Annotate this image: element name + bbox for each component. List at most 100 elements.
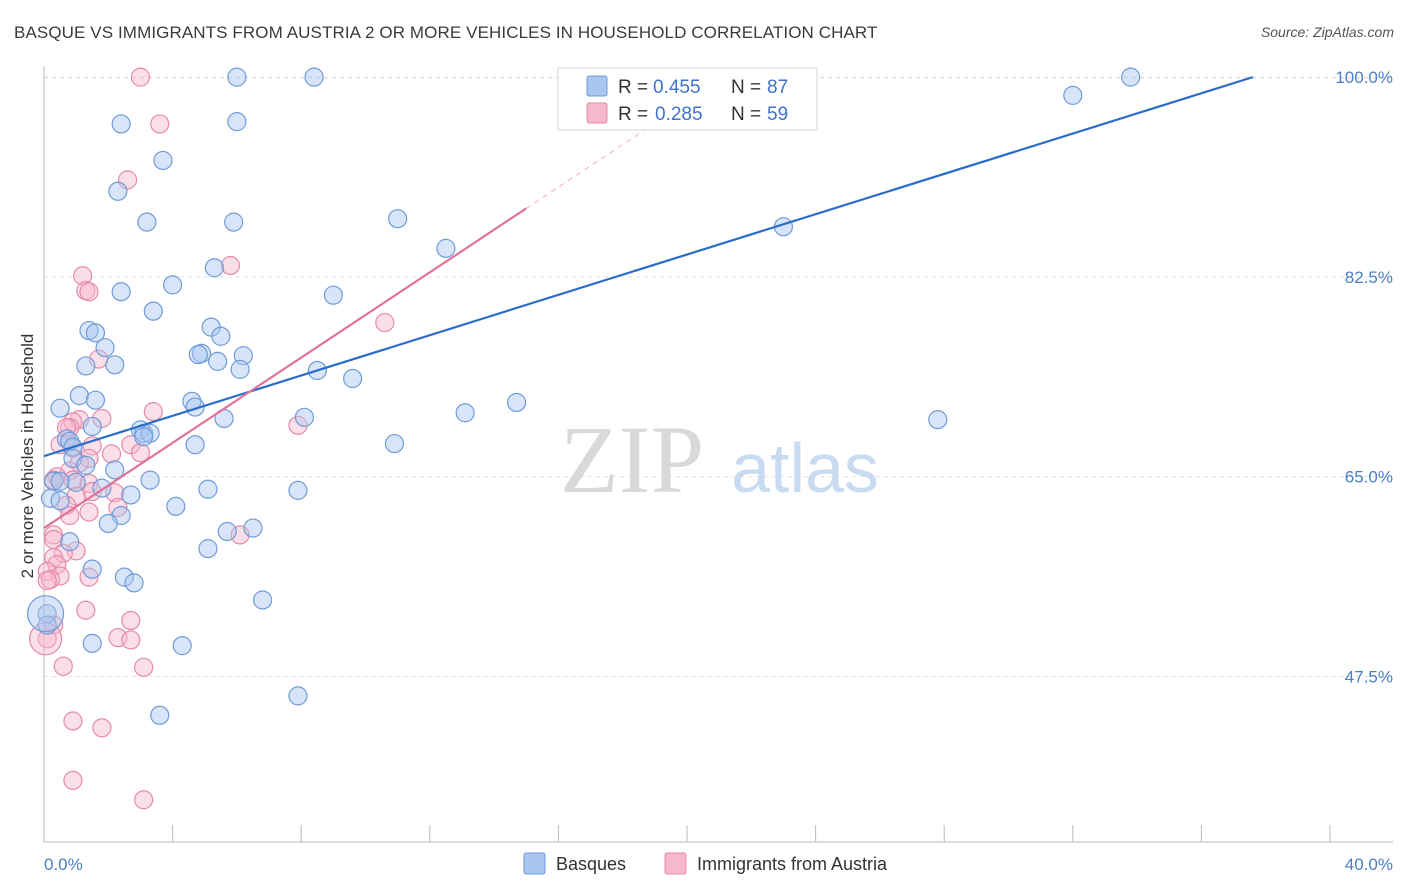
basques-point-69 [243,518,263,538]
gridlines [44,76,1393,677]
austria-point-56 [63,711,83,731]
basques-point-large [27,595,65,633]
basques-point-72 [198,539,218,559]
basques-point-39 [455,403,475,423]
austria-point-57 [92,718,112,738]
legend-n-value-austria: 59 [767,104,788,125]
legend-r-label-basques: R = [618,77,648,98]
trend-line-basques [43,76,1254,458]
basques-point-78 [82,633,102,653]
austria-point-9 [143,402,163,422]
basques-point-21 [85,323,106,343]
basques-point-75 [124,573,144,593]
basques-point-29 [105,355,125,375]
watermark-zip: ZIP [560,406,704,513]
legend-top: R = 0.455 N = 87 R = 0.285 N = 59 [557,67,818,131]
bottom-legend-swatch-austria [664,852,687,875]
austria-point-34 [79,502,99,522]
basques-point-16 [111,282,131,302]
basques-point-22 [211,326,231,346]
austria-point-7 [375,312,395,333]
basques-point-81 [150,705,170,725]
basques-point-33 [69,386,89,406]
austria-point-35 [60,505,80,526]
basques-point-34 [85,390,106,410]
bottom-legend-basques: Basques [556,854,626,874]
basques-point-56 [140,470,160,490]
basques-point-61 [198,479,218,499]
basques-point-80 [37,615,57,635]
basques-point-10 [224,212,244,232]
legend-n-label-basques: N = [731,77,761,98]
bottom-legend-austria: Immigrants from Austria [697,854,888,874]
austria-point-3 [220,255,241,276]
legend-bottom: Basques Immigrants from Austria [523,852,888,875]
basques-point-17 [323,285,343,305]
austria-point-20 [101,444,122,464]
basques-point-5 [111,114,131,134]
x-tick-label-max: 40.0% [1345,855,1393,874]
y-tick-label-0: 47.5% [1345,667,1393,686]
austria-point-1 [150,114,170,134]
basques-point-71 [60,532,80,552]
series-austria-points [29,67,395,810]
basques-point-79 [172,636,192,656]
austria-point-55 [134,657,154,677]
austria-point-59 [134,790,154,810]
x-tick-label-min: 0.0% [44,855,83,874]
austria-point-52 [121,630,141,650]
austria-point-49 [121,610,141,631]
basques-point-68 [98,513,118,534]
austria-point-14 [288,415,308,435]
legend-r-label-austria: R = [618,104,648,125]
basques-point-6 [227,112,247,132]
basques-point-27 [208,351,228,371]
basques-point-65 [50,491,70,511]
basques-point-36 [507,392,527,413]
austria-point-10 [92,408,112,429]
y-tick-label-1: 65.0% [1345,468,1393,487]
basques-point-63 [121,485,141,505]
bottom-legend-swatch-basques [523,852,546,875]
basques-point-4 [1063,85,1083,105]
basques-point-50 [384,433,405,454]
basques-point-55 [105,460,125,480]
austria-point-54 [53,656,73,676]
trend-line-austria [43,207,527,529]
legend-swatch-basques [586,75,608,97]
austria-point-37 [44,525,64,545]
basques-point-74 [114,567,134,587]
legend-n-value-basques: 87 [767,77,788,98]
basques-point-1 [304,67,324,87]
basques-point-66 [166,496,186,516]
austria-point-58 [63,770,83,790]
basques-point-82 [288,686,308,706]
legend-n-label-austria: N = [731,104,761,125]
basques-point-59 [50,471,70,491]
series-basques-points [27,67,1141,725]
basques-point-38 [50,398,70,418]
chart-source: Source: ZipAtlas.com [1260,24,1394,40]
austria-point-40 [53,543,73,563]
basques-point-76 [253,590,273,610]
chart-title: BASQUE VS IMMIGRANTS FROM AUSTRIA 2 OR M… [14,23,878,42]
austria-point-0 [130,67,151,87]
austria-point-21 [130,443,151,463]
basques-point-47 [134,427,154,447]
basques-point-7 [153,150,173,171]
y-tick-label-2: 82.5% [1345,268,1393,287]
basques-point-58 [66,472,86,492]
basques-point-28 [76,356,96,376]
austria-point-47 [37,570,57,591]
basques-point-25 [188,344,208,365]
basques-point-0 [227,67,247,87]
watermark-atlas: atlas [731,429,879,507]
basques-point-14 [204,258,224,278]
basques-point-70 [217,521,237,542]
austria-point-53 [37,629,57,649]
legend-r-value-basques: 0.455 [653,77,701,98]
y-tick-labels: 47.5% 65.0% 82.5% 100.0% [1335,68,1393,686]
y-axis-title: 2 or more Vehicles in Household [18,334,37,579]
watermark: ZIP atlas [560,406,879,513]
basques-point-73 [82,559,102,579]
